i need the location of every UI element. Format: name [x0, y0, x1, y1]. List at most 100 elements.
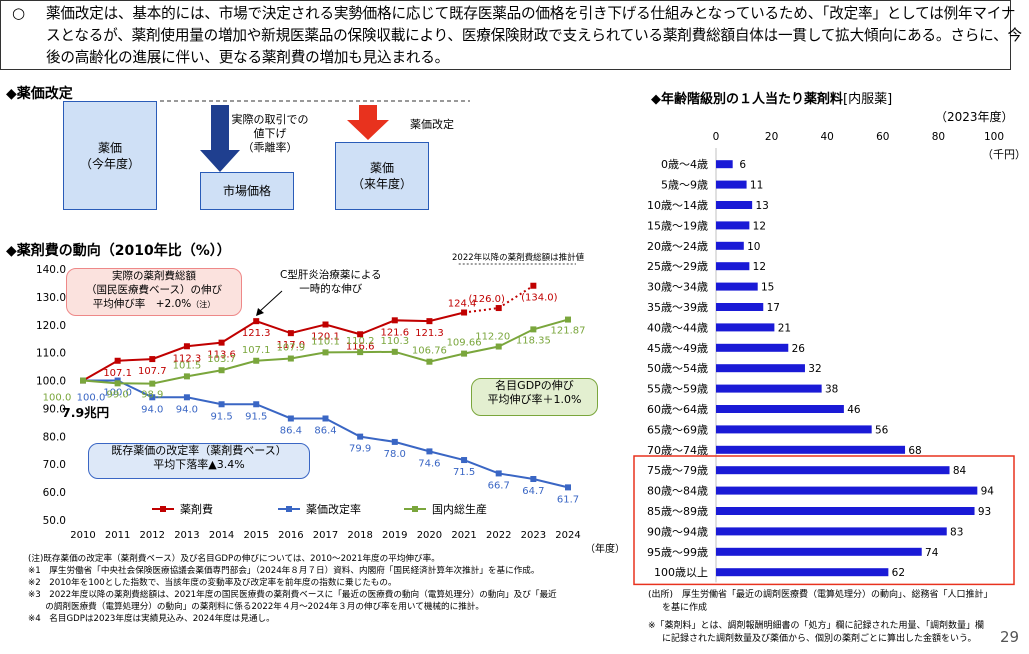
legend-marker — [286, 506, 292, 512]
bar — [716, 507, 975, 515]
data-point — [218, 401, 225, 408]
legend-label: 薬価改定率 — [306, 502, 361, 516]
data-point — [565, 484, 571, 491]
data-point — [218, 367, 225, 374]
age-chart-unit: （千円） — [982, 148, 1026, 161]
data-point — [218, 339, 225, 346]
bar — [716, 445, 906, 454]
data-point — [287, 355, 294, 362]
category-label: 90歳～94歳 — [647, 525, 708, 538]
x-tick-label: 2015 — [243, 530, 268, 541]
data-point — [461, 350, 468, 357]
data-point — [461, 457, 468, 464]
bar — [716, 262, 750, 271]
bar-value-label: 62 — [892, 567, 905, 579]
y-tick-label: 130.0 — [36, 292, 66, 304]
data-point — [565, 316, 571, 323]
data-label: 101.5 — [173, 360, 202, 371]
data-point — [426, 358, 433, 365]
bar-value-label: 12 — [753, 220, 766, 232]
x-tick-label: 2017 — [313, 530, 338, 541]
data-point — [530, 326, 537, 333]
data-label: 91.5 — [210, 411, 232, 422]
category-label: 75歳～79歳 — [647, 464, 708, 477]
data-point — [391, 438, 398, 445]
category-label: 5歳～9歳 — [661, 179, 708, 192]
category-label: 100歳以上 — [654, 566, 708, 579]
data-label: 116.6 — [346, 341, 375, 352]
age-bar-chart: 0 20 40 60 80 100 0歳～4歳 6 5歳～9歳 11 10歳～14歳 13 15歳～19… — [633, 131, 1015, 586]
x-tick-label: 60 — [876, 131, 889, 143]
bar — [716, 282, 758, 291]
bar — [716, 343, 789, 352]
data-label: (134.0) — [521, 293, 558, 304]
data-point — [183, 394, 190, 401]
y-tick-label: 140.0 — [36, 264, 66, 276]
category-label: 70歳～74歳 — [647, 444, 708, 457]
bar-value-label: 83 — [950, 526, 963, 538]
data-label: 64.7 — [522, 486, 544, 497]
data-label: 107.7 — [138, 366, 167, 377]
bar-value-label: 68 — [908, 445, 921, 457]
data-label: 107.1 — [103, 368, 132, 379]
bar-value-label: 38 — [825, 384, 838, 396]
bar-value-label: 11 — [750, 180, 763, 192]
category-label: 0歳～4歳 — [661, 158, 708, 171]
drug-fee-definition: ※「薬剤料」とは、調剤報酬明細書の「処方」欄に記録された用量、「調剤数量」欄 に… — [648, 621, 985, 644]
data-label: 121.6 — [380, 327, 409, 338]
data-label: 110.2 — [346, 336, 375, 347]
x-tick-label: 0 — [713, 131, 720, 143]
x-tick-label: 2013 — [174, 530, 199, 541]
data-point — [183, 343, 190, 350]
data-point — [149, 380, 156, 387]
data-point — [357, 331, 364, 338]
data-label: (126.0) — [468, 294, 505, 305]
data-label: 79.9 — [349, 444, 371, 455]
bar-value-label: 46 — [847, 404, 861, 416]
data-point — [530, 282, 537, 289]
bar — [716, 486, 978, 495]
bullet-icon: ○ — [12, 4, 26, 22]
base-amount: 7.9兆円 — [62, 405, 110, 420]
bar-value-label: 74 — [925, 547, 939, 559]
source-note: (出所) 厚生労働省「最近の調剤医療費（電算処理分）の動向」、総務省「人口推計」… — [648, 590, 993, 613]
data-point — [495, 470, 502, 477]
data-label: 118.35 — [516, 335, 551, 346]
data-label: 103.7 — [207, 354, 236, 365]
data-label: 112.20 — [475, 332, 510, 343]
data-label: 86.4 — [314, 425, 336, 436]
category-label: 10歳～14歳 — [647, 199, 708, 212]
category-label: 95歳～99歳 — [647, 546, 708, 559]
page-number: 29 — [1000, 628, 1020, 646]
bar — [716, 201, 753, 209]
data-point — [461, 309, 468, 316]
data-label: 124.4 — [448, 299, 477, 310]
age-chart-title: ◆年齢階級別の１人当たり薬剤料[内服薬] — [651, 92, 893, 107]
bar-value-label: 94 — [981, 486, 995, 498]
category-label: 30歳～34歳 — [647, 281, 708, 294]
data-point — [253, 318, 260, 325]
category-label: 20歳～24歳 — [647, 240, 708, 253]
bar — [716, 405, 844, 413]
y-tick-label: 90.0 — [43, 403, 66, 415]
data-label: 78.0 — [384, 449, 406, 460]
x-tick-label: 2018 — [347, 530, 372, 541]
estimate-note: 2022年以降の薬剤費総額は推計値 — [452, 253, 585, 263]
bar-value-label: 17 — [767, 302, 780, 314]
bar — [716, 364, 805, 373]
data-point — [357, 433, 364, 440]
x-tick-label: 2024 — [555, 530, 580, 541]
bar — [716, 425, 872, 434]
x-tick-label: 2016 — [278, 530, 303, 541]
data-label: 107.9 — [277, 343, 306, 354]
age-chart-subtitle: （2023年度） — [935, 110, 1014, 124]
x-tick-label: 2012 — [140, 530, 165, 541]
x-tick-label: 2023 — [521, 530, 546, 541]
data-label: 100.0 — [77, 393, 106, 404]
revision-label: 薬価改定 — [410, 118, 454, 131]
data-point — [322, 349, 329, 356]
data-label: 113.6 — [207, 350, 236, 361]
data-label: 110.1 — [311, 336, 340, 347]
data-label: 66.7 — [488, 480, 510, 491]
data-label: 121.3 — [242, 328, 271, 339]
